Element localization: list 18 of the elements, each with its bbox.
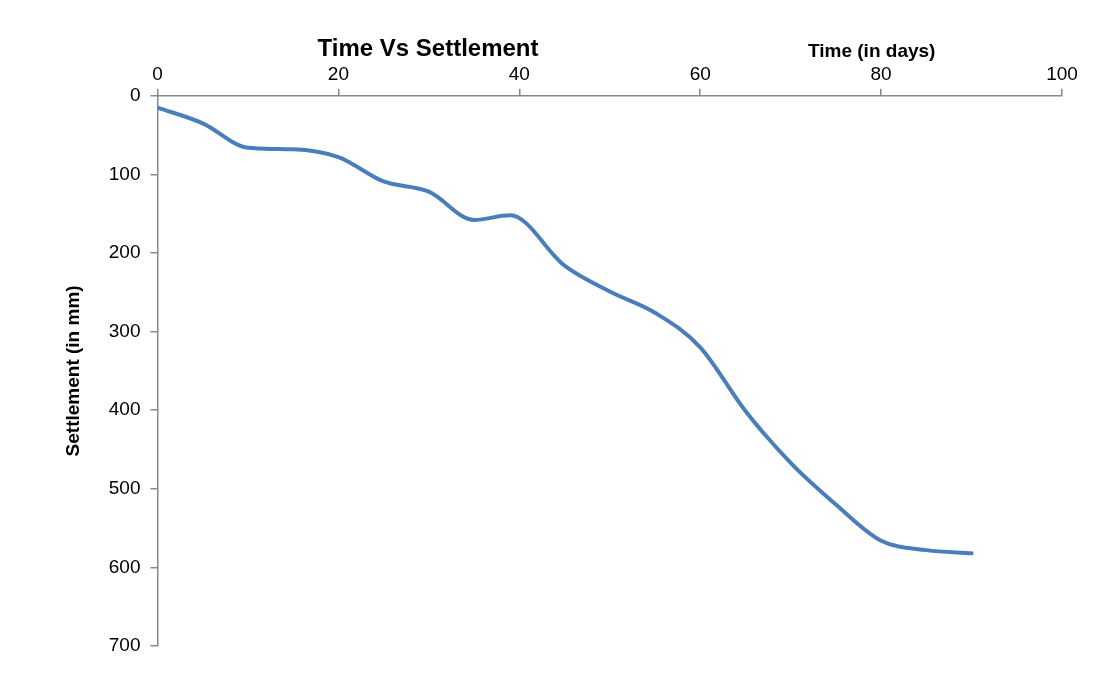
y-tick-label: 600	[108, 555, 141, 577]
y-tick-label: 700	[108, 634, 141, 656]
y-tick-label: 0	[129, 84, 141, 106]
y-tick-label: 400	[108, 398, 141, 420]
x-tick-label: 40	[508, 62, 530, 84]
y-tick-label: 100	[108, 162, 141, 184]
x-tick-label: 100	[1046, 62, 1078, 84]
y-tick-label: 300	[108, 319, 141, 341]
y-axis-title: Settlement (in mm)	[61, 285, 83, 457]
line-series	[157, 105, 974, 556]
chart-title: Time Vs Settlement	[316, 34, 540, 62]
x-tick-label: 0	[152, 62, 163, 84]
y-tick-label: 200	[108, 241, 141, 263]
x-tick-label: 20	[327, 62, 349, 84]
x-axis-title: Time (in days)	[808, 40, 937, 62]
x-tick-label: 80	[870, 62, 892, 84]
y-tick-label: 500	[108, 477, 141, 499]
x-tick-label: 60	[689, 62, 711, 84]
